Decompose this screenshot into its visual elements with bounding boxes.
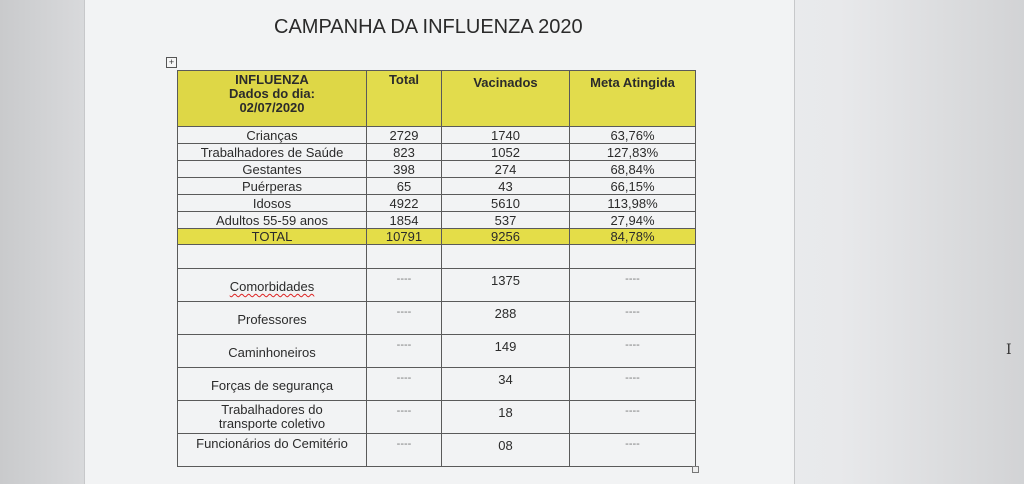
row-total: 823 xyxy=(366,143,442,161)
header-influenza-title: INFLUENZA xyxy=(235,72,309,87)
blank-row xyxy=(177,244,696,269)
row-vacinados: 288 xyxy=(441,301,570,335)
text-cursor-icon: I xyxy=(1006,342,1012,358)
document-title: CAMPANHA DA INFLUENZA 2020 xyxy=(274,16,583,38)
table-row: Forças de segurança ---- 34 ---- xyxy=(177,367,696,401)
table-row: Caminhoneiros ---- 149 ---- xyxy=(177,334,696,368)
total-row: TOTAL 10791 9256 84,78% xyxy=(177,228,696,245)
row-total: 398 xyxy=(366,160,442,178)
row-meta: 63,76% xyxy=(569,126,696,144)
row-vacinados: 34 xyxy=(441,367,570,401)
table-row: Funcionários do Cemitério ---- 08 ---- xyxy=(177,433,696,467)
table-row: Idosos 4922 5610 113,98% xyxy=(177,194,696,212)
header-total: Total xyxy=(366,70,442,127)
row-total: 1854 xyxy=(366,211,442,229)
header-influenza: INFLUENZA Dados do dia: 02/07/2020 xyxy=(177,70,367,127)
row-meta: 113,98% xyxy=(569,194,696,212)
row-vacinados: 274 xyxy=(441,160,570,178)
header-date-label: Dados do dia: xyxy=(229,86,315,101)
row-group: Funcionários do Cemitério xyxy=(177,433,367,467)
row-vacinados: 1740 xyxy=(441,126,570,144)
row-meta: 27,94% xyxy=(569,211,696,229)
row-total: 4922 xyxy=(366,194,442,212)
blank-cell xyxy=(366,244,442,269)
row-group: Idosos xyxy=(177,194,367,212)
page-edge-left xyxy=(84,0,85,484)
table-row: Trabalhadores do transporte coletivo ---… xyxy=(177,400,696,434)
row-group: Professores xyxy=(177,301,367,335)
row-total: ---- xyxy=(366,268,442,302)
row-meta: 66,15% xyxy=(569,177,696,195)
row-meta: 68,84% xyxy=(569,160,696,178)
row-vacinados: 5610 xyxy=(441,194,570,212)
blank-cell xyxy=(441,244,570,269)
row-vacinados: 149 xyxy=(441,334,570,368)
header-date: 02/07/2020 xyxy=(239,100,305,115)
row-vacinados: 43 xyxy=(441,177,570,195)
row-meta: ---- xyxy=(569,400,696,434)
row-vacinados: 1052 xyxy=(441,143,570,161)
row-group: Comorbidades xyxy=(177,268,367,302)
plus-move-icon[interactable]: + xyxy=(166,57,177,68)
table-row: Adultos 55-59 anos 1854 537 27,94% xyxy=(177,211,696,229)
total-meta: 84,78% xyxy=(569,228,696,245)
blank-cell xyxy=(569,244,696,269)
table-row: Comorbidades ---- 1375 ---- xyxy=(177,268,696,302)
total-label: TOTAL xyxy=(177,228,367,245)
row-meta: ---- xyxy=(569,301,696,335)
row-total: 65 xyxy=(366,177,442,195)
row-meta: 127,83% xyxy=(569,143,696,161)
row-group: Gestantes xyxy=(177,160,367,178)
row-total: 2729 xyxy=(366,126,442,144)
row-meta: ---- xyxy=(569,334,696,368)
page-edge-right xyxy=(794,0,795,484)
row-vacinados: 08 xyxy=(441,433,570,467)
row-group-line1: Trabalhadores do xyxy=(221,402,323,417)
row-meta: ---- xyxy=(569,367,696,401)
table-header-row: INFLUENZA Dados do dia: 02/07/2020 Total… xyxy=(177,70,696,127)
influenza-table: INFLUENZA Dados do dia: 02/07/2020 Total… xyxy=(177,70,696,467)
row-total: ---- xyxy=(366,367,442,401)
row-total: ---- xyxy=(366,433,442,467)
row-group-line2: transporte coletivo xyxy=(218,416,326,431)
row-total: ---- xyxy=(366,334,442,368)
row-vacinados: 18 xyxy=(441,400,570,434)
row-group-text: Comorbidades xyxy=(229,279,315,294)
table-row: Professores ---- 288 ---- xyxy=(177,301,696,335)
header-vacinados: Vacinados xyxy=(441,70,570,127)
row-group: Forças de segurança xyxy=(177,367,367,401)
row-vacinados: 1375 xyxy=(441,268,570,302)
row-meta: ---- xyxy=(569,433,696,467)
row-group: Crianças xyxy=(177,126,367,144)
row-total: ---- xyxy=(366,400,442,434)
header-meta: Meta Atingida xyxy=(569,70,696,127)
table-row: Gestantes 398 274 68,84% xyxy=(177,160,696,178)
total-total: 10791 xyxy=(366,228,442,245)
table-resize-handle[interactable] xyxy=(692,466,699,473)
table-row: Crianças 2729 1740 63,76% xyxy=(177,126,696,144)
blank-cell xyxy=(177,244,367,269)
row-vacinados: 537 xyxy=(441,211,570,229)
row-meta: ---- xyxy=(569,268,696,302)
row-group: Trabalhadores do transporte coletivo xyxy=(177,400,367,434)
row-group: Trabalhadores de Saúde xyxy=(177,143,367,161)
row-group: Puérperas xyxy=(177,177,367,195)
table-row: Trabalhadores de Saúde 823 1052 127,83% xyxy=(177,143,696,161)
row-group: Adultos 55-59 anos xyxy=(177,211,367,229)
row-group: Caminhoneiros xyxy=(177,334,367,368)
row-total: ---- xyxy=(366,301,442,335)
table-row: Puérperas 65 43 66,15% xyxy=(177,177,696,195)
total-vacinados: 9256 xyxy=(441,228,570,245)
